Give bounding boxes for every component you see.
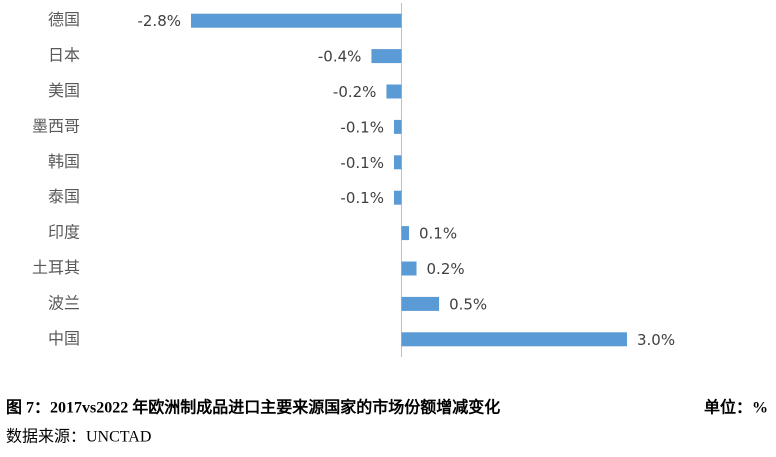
data-label: -0.4% xyxy=(318,48,362,66)
y-tick-label: 日本 xyxy=(48,46,80,65)
bar xyxy=(401,261,417,276)
y-tick-label: 美国 xyxy=(48,81,80,100)
y-tick-label: 土耳其 xyxy=(32,258,80,277)
bar xyxy=(371,49,402,64)
data-label: -0.1% xyxy=(340,154,384,172)
data-label: -0.2% xyxy=(333,83,377,101)
y-tick-label: 泰国 xyxy=(48,187,80,206)
bar xyxy=(386,84,402,99)
y-tick-label: 德国 xyxy=(48,10,80,29)
y-tick-label: 中国 xyxy=(48,329,80,348)
y-tick-label: 墨西哥 xyxy=(32,116,80,135)
data-label: -0.1% xyxy=(340,118,384,136)
y-tick-label: 波兰 xyxy=(48,293,80,312)
data-label: -0.1% xyxy=(340,189,384,207)
data-label: 0.5% xyxy=(449,295,487,313)
bar xyxy=(191,13,402,28)
y-tick-label: 韩国 xyxy=(48,152,80,171)
bar xyxy=(401,296,440,311)
source: 数据来源：UNCTAD xyxy=(6,428,151,446)
chart-title: 图 7：2017vs2022 年欧洲制成品进口主要来源国家的市场份额增减变化 xyxy=(6,398,500,417)
data-label: 0.1% xyxy=(419,225,457,243)
bar xyxy=(393,119,402,134)
bar xyxy=(393,190,402,205)
bar xyxy=(401,226,409,241)
bar xyxy=(393,155,402,170)
unit-label: 单位：% xyxy=(704,398,768,417)
data-label: -2.8% xyxy=(137,12,181,30)
bar xyxy=(401,332,627,347)
y-tick-label: 印度 xyxy=(48,223,80,242)
data-label: 3.0% xyxy=(637,331,675,349)
data-label: 0.2% xyxy=(427,260,465,278)
